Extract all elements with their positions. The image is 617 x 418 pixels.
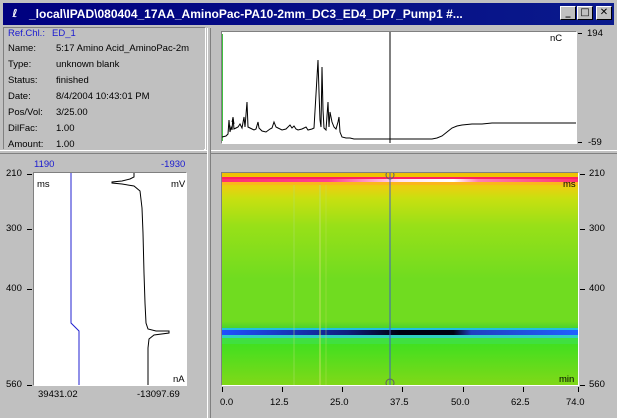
isoplot-unit-top: ms (563, 179, 576, 190)
waveform-bottom-right: -13097.69 (137, 389, 180, 400)
chromatogram-plot[interactable]: nC (221, 31, 577, 144)
info-label: Name: (8, 43, 36, 54)
info-value: 1.00 (56, 139, 75, 150)
isoplot-y-tick (580, 229, 585, 230)
info-label: Status: (8, 75, 38, 86)
isoplot-y-tick (580, 289, 585, 290)
isoplot-y-tick (580, 174, 585, 175)
isoplot-x-tick-label: 74.0 (566, 397, 585, 408)
chromatogram-app-icon[interactable]: ℓ (12, 7, 18, 20)
isoplot-x-tick-label: 50.0 (451, 397, 470, 408)
isoplot-y-tick-label: 400 (589, 283, 605, 294)
isoplot-unit-bottom: min (559, 374, 575, 385)
info-value: 1.00 (56, 123, 75, 134)
isoplot-x-tick (402, 387, 403, 392)
info-value: finished (56, 75, 89, 86)
potential-trace (70, 173, 80, 385)
info-value: 8/4/2004 10:43:01 PM (56, 91, 150, 102)
info-label: Type: (8, 59, 32, 70)
waveform-unit-potential: mV (171, 179, 186, 190)
waveform-y-tick (27, 385, 32, 386)
waveform-y-tick (27, 229, 32, 230)
info-label: Date: (8, 91, 31, 102)
refchl-label: Ref.Chl.: (8, 28, 45, 39)
isoplot-top-band (222, 179, 578, 182)
isoplot-x-tick-label: 0.0 (220, 397, 234, 408)
isoplot-x-tick-label: 37.5 (390, 397, 409, 408)
waveform-unit-current: nA (173, 374, 185, 385)
horizontal-splitter[interactable] (0, 150, 617, 154)
waveform-y-tick-label: 560 (6, 379, 22, 390)
waveform-top-left: 1190 (34, 159, 55, 170)
current-trace (111, 173, 170, 385)
chromatogram-y-tick-bottom (578, 142, 582, 143)
waveform-y-tick (27, 174, 32, 175)
isoplot-x-tick (578, 387, 579, 392)
waveform-svg (70, 173, 170, 385)
isoplot-x-tick-label: 62.5 (511, 397, 530, 408)
isoplot-band-green (222, 338, 578, 344)
window-title: _local\IPAD\080404_17AA_AminoPac-PA10-2m… (29, 7, 463, 21)
chromatogram-y-tick-top (578, 33, 582, 34)
waveform-y-tick-label: 210 (6, 168, 22, 179)
sample-info: Ref.Chl.: ED_1 Name: 5:17 Amino Acid_Amin… (4, 28, 204, 152)
chromatogram-svg (222, 32, 576, 143)
isoplot-x-tick-label: 12.5 (270, 397, 289, 408)
window-titlebar[interactable]: ℓ _local\IPAD\080404_17AA_AminoPac-PA10-… (0, 0, 617, 29)
waveform-y-tick (27, 289, 32, 290)
isoplot-x-tick-label: 25.0 (330, 397, 349, 408)
waveform-top-right: -1930 (161, 159, 186, 170)
isoplot-x-tick (222, 387, 223, 392)
waveform-y-tick-label: 300 (6, 223, 22, 234)
waveform-unit-time: ms (37, 179, 50, 190)
chromatogram-small-peaks (231, 117, 235, 125)
isoplot-cursor-handle-top (385, 173, 395, 180)
chromatogram-trace (222, 59, 576, 140)
info-label: Pos/Vol: (8, 107, 43, 118)
isoplot[interactable]: ms min (221, 172, 579, 386)
info-label: Amount: (8, 139, 44, 150)
waveform-bottom-left: 39431.02 (38, 389, 78, 400)
isoplot-svg (222, 173, 578, 385)
info-value: 5:17 Amino Acid_AminoPac-2m (56, 43, 190, 54)
isoplot-y-tick-label: 300 (589, 223, 605, 234)
isoplot-x-tick (282, 387, 283, 392)
info-label: DilFac: (8, 123, 38, 134)
chromatogram-y-max: 194 (587, 28, 603, 39)
isoplot-y-tick (580, 385, 585, 386)
isoplot-x-tick (523, 387, 524, 392)
isoplot-dark-band (222, 330, 578, 335)
isoplot-band-cyan-bottom (222, 335, 578, 338)
waveform-y-tick-label: 400 (6, 283, 22, 294)
chromatogram-unit: nC (550, 33, 563, 44)
isoplot-top-band-fade (222, 182, 578, 185)
isoplot-cursor-handle-bottom (385, 378, 395, 385)
titlebar-bar[interactable]: ℓ _local\IPAD\080404_17AA_AminoPac-PA10-… (3, 3, 614, 25)
info-value: 3/25.00 (56, 107, 88, 118)
vertical-splitter[interactable] (207, 28, 211, 418)
isoplot-y-tick-label: 210 (589, 168, 605, 179)
isoplot-x-tick (342, 387, 343, 392)
waveform-plot[interactable]: ms mV nA (33, 172, 187, 386)
isoplot-x-tick (463, 387, 464, 392)
refchl-value[interactable]: ED_1 (52, 28, 76, 39)
chromatogram-y-min: -59 (588, 137, 602, 148)
info-value: unknown blank (56, 59, 120, 70)
close-button[interactable]: ✕ (596, 6, 612, 20)
isoplot-y-tick-label: 560 (589, 379, 605, 390)
maximize-button[interactable]: □ (577, 6, 593, 20)
minimize-button[interactable]: _ (560, 6, 576, 20)
isoplot-background (222, 173, 578, 385)
isoplot-band-cyan-top (222, 328, 578, 331)
